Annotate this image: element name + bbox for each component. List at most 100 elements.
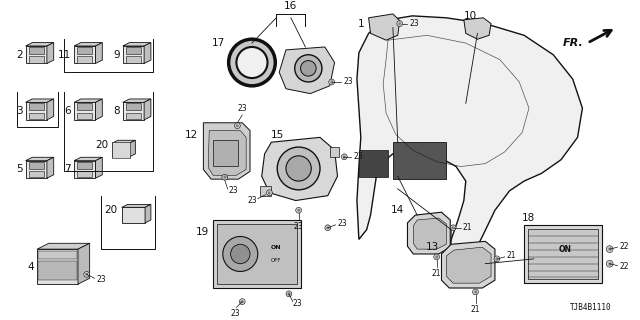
- Circle shape: [606, 260, 613, 267]
- Text: 20: 20: [95, 140, 108, 150]
- Text: 4: 4: [28, 262, 35, 272]
- Text: 23: 23: [292, 299, 303, 308]
- Polygon shape: [126, 113, 141, 119]
- Circle shape: [277, 147, 320, 190]
- Polygon shape: [74, 157, 102, 161]
- Bar: [330, 147, 339, 157]
- Polygon shape: [29, 56, 44, 62]
- Polygon shape: [279, 47, 335, 94]
- Text: 21: 21: [507, 252, 516, 260]
- Polygon shape: [26, 43, 54, 46]
- Bar: [213, 220, 301, 288]
- Bar: [528, 229, 598, 279]
- Text: 16: 16: [284, 1, 298, 11]
- Polygon shape: [126, 56, 141, 62]
- Circle shape: [325, 225, 331, 231]
- Polygon shape: [262, 137, 337, 201]
- Text: 23: 23: [410, 19, 419, 28]
- Text: 11: 11: [58, 50, 71, 60]
- Polygon shape: [38, 251, 77, 259]
- Circle shape: [223, 236, 258, 271]
- Polygon shape: [204, 123, 250, 179]
- Circle shape: [434, 254, 440, 260]
- Text: 1: 1: [358, 19, 365, 29]
- Circle shape: [84, 271, 90, 277]
- Text: 23: 23: [337, 219, 347, 228]
- Bar: [393, 142, 446, 179]
- Text: 21: 21: [463, 223, 472, 232]
- Text: 20: 20: [105, 205, 118, 215]
- Polygon shape: [38, 261, 77, 280]
- Polygon shape: [464, 18, 491, 39]
- Polygon shape: [77, 47, 92, 54]
- Bar: [217, 224, 297, 284]
- Text: 12: 12: [185, 131, 198, 140]
- Polygon shape: [37, 243, 90, 249]
- Circle shape: [234, 123, 240, 129]
- Polygon shape: [47, 43, 54, 63]
- Polygon shape: [112, 140, 135, 143]
- Text: 2: 2: [16, 50, 22, 60]
- Text: ON: ON: [559, 244, 572, 254]
- Polygon shape: [123, 102, 144, 120]
- Polygon shape: [95, 99, 102, 120]
- Polygon shape: [74, 43, 102, 46]
- Circle shape: [606, 246, 613, 252]
- Text: 6: 6: [65, 106, 71, 116]
- Text: 8: 8: [113, 106, 120, 116]
- Bar: [260, 186, 271, 196]
- Text: 3: 3: [16, 106, 22, 116]
- Polygon shape: [78, 243, 90, 284]
- Text: 5: 5: [16, 164, 22, 174]
- Circle shape: [239, 299, 245, 305]
- Circle shape: [450, 225, 456, 231]
- Polygon shape: [26, 161, 47, 178]
- Polygon shape: [29, 171, 44, 177]
- Text: FR.: FR.: [563, 38, 584, 48]
- Polygon shape: [123, 43, 151, 46]
- Polygon shape: [442, 241, 495, 288]
- Text: 23: 23: [247, 196, 257, 205]
- Polygon shape: [357, 16, 582, 264]
- Polygon shape: [29, 113, 44, 119]
- Circle shape: [341, 154, 348, 160]
- Circle shape: [222, 174, 228, 180]
- Circle shape: [301, 60, 316, 76]
- Text: 14: 14: [390, 205, 404, 215]
- Circle shape: [329, 79, 335, 85]
- Polygon shape: [77, 56, 92, 62]
- Text: 23: 23: [228, 186, 238, 195]
- Polygon shape: [408, 212, 450, 254]
- Polygon shape: [29, 103, 44, 110]
- Text: 17: 17: [211, 38, 225, 48]
- Polygon shape: [77, 171, 92, 177]
- Text: 7: 7: [65, 164, 71, 174]
- Text: TJB4B1110: TJB4B1110: [570, 303, 612, 312]
- Text: 22: 22: [620, 242, 629, 251]
- Text: 10: 10: [464, 11, 477, 21]
- Circle shape: [230, 244, 250, 264]
- Polygon shape: [122, 207, 145, 223]
- Text: 19: 19: [196, 227, 209, 236]
- Polygon shape: [77, 103, 92, 110]
- Circle shape: [296, 207, 301, 213]
- Text: 21: 21: [471, 305, 480, 314]
- Polygon shape: [144, 99, 151, 120]
- Polygon shape: [126, 103, 141, 110]
- Circle shape: [295, 55, 322, 82]
- Text: OFF: OFF: [271, 258, 282, 263]
- Circle shape: [286, 291, 292, 297]
- Polygon shape: [29, 162, 44, 169]
- Polygon shape: [26, 102, 47, 120]
- Polygon shape: [95, 157, 102, 178]
- Polygon shape: [122, 204, 151, 207]
- Circle shape: [472, 289, 479, 295]
- Polygon shape: [95, 43, 102, 63]
- Polygon shape: [74, 99, 102, 102]
- Polygon shape: [26, 99, 54, 102]
- Polygon shape: [144, 43, 151, 63]
- Polygon shape: [129, 140, 135, 157]
- Polygon shape: [446, 247, 491, 283]
- Text: 9: 9: [113, 50, 120, 60]
- Polygon shape: [29, 47, 44, 54]
